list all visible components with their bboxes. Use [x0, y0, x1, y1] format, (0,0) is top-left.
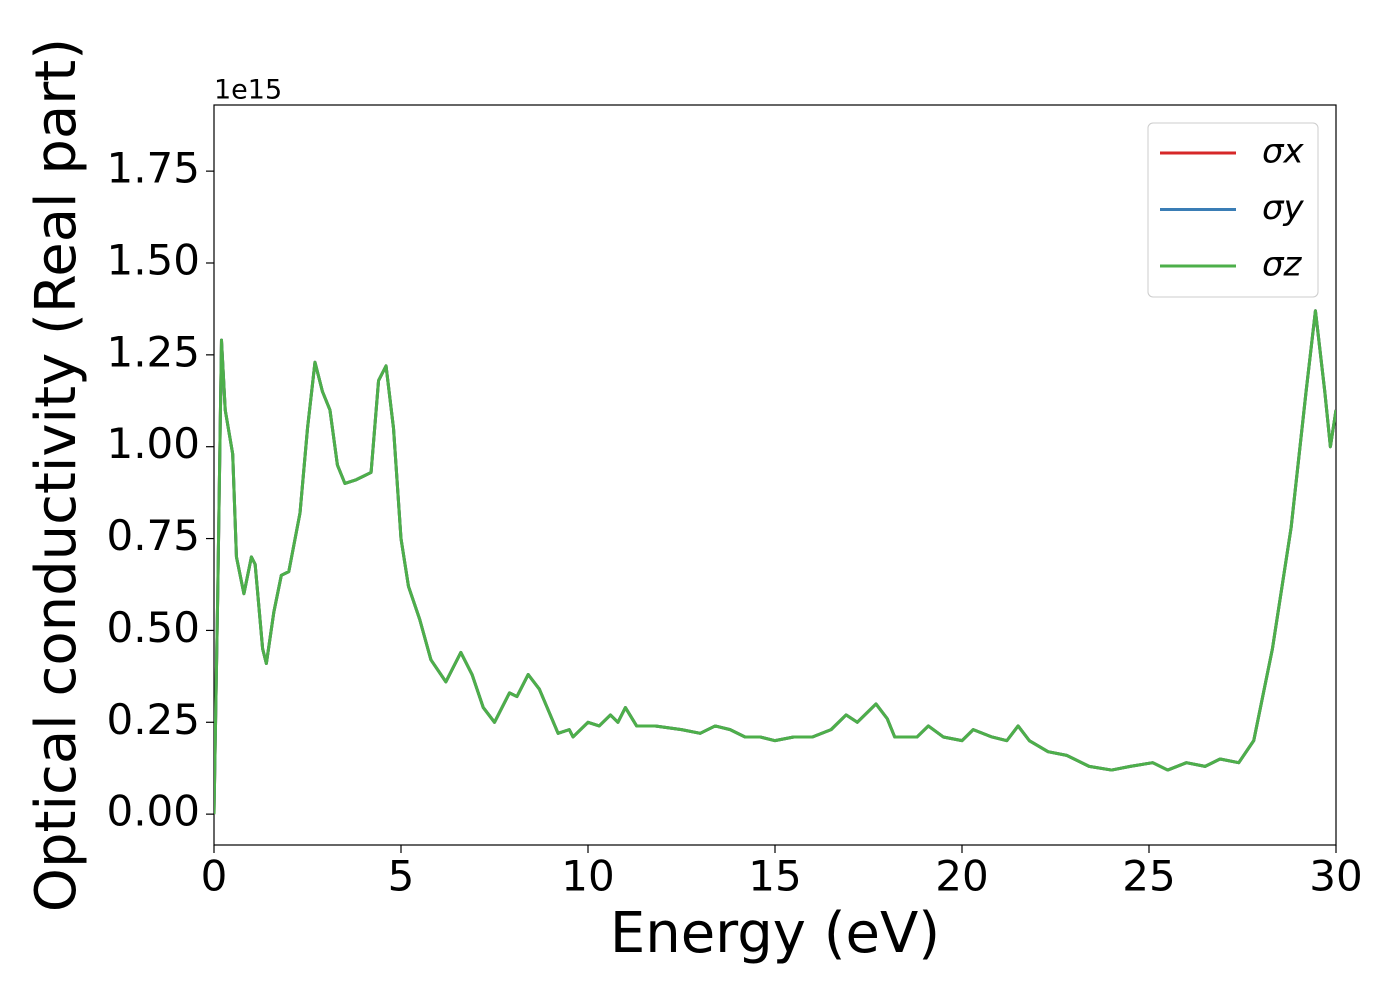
legend-label: σz	[1262, 245, 1303, 285]
x-tick-label: 25	[1122, 852, 1175, 901]
y-tick-label: 1.25	[106, 327, 200, 376]
x-axis-label: Energy (eV)	[610, 901, 940, 966]
x-tick-label: 0	[201, 852, 228, 901]
offset-label: 1e15	[214, 75, 282, 106]
legend-label: σx	[1262, 132, 1305, 172]
x-tick-label: 20	[935, 852, 988, 901]
y-tick-label: 0.50	[106, 603, 200, 652]
x-tick-label: 5	[388, 852, 415, 901]
y-tick-label: 0.75	[106, 511, 200, 560]
plot-lines	[214, 309, 1336, 815]
series-line	[214, 309, 1336, 815]
y-axis-label: Optical conductivity (Real part)	[24, 38, 89, 912]
y-tick-label: 1.75	[106, 144, 200, 193]
x-tick-label: 15	[748, 852, 801, 901]
y-tick-label: 1.00	[106, 419, 200, 468]
y-tick-label: 0.00	[106, 787, 200, 836]
y-tick-label: 0.25	[106, 695, 200, 744]
legend-label: σy	[1262, 188, 1305, 228]
y-tick-label: 1.50	[106, 235, 200, 284]
x-tick-label: 10	[561, 852, 614, 901]
x-tick-label: 30	[1309, 852, 1362, 901]
